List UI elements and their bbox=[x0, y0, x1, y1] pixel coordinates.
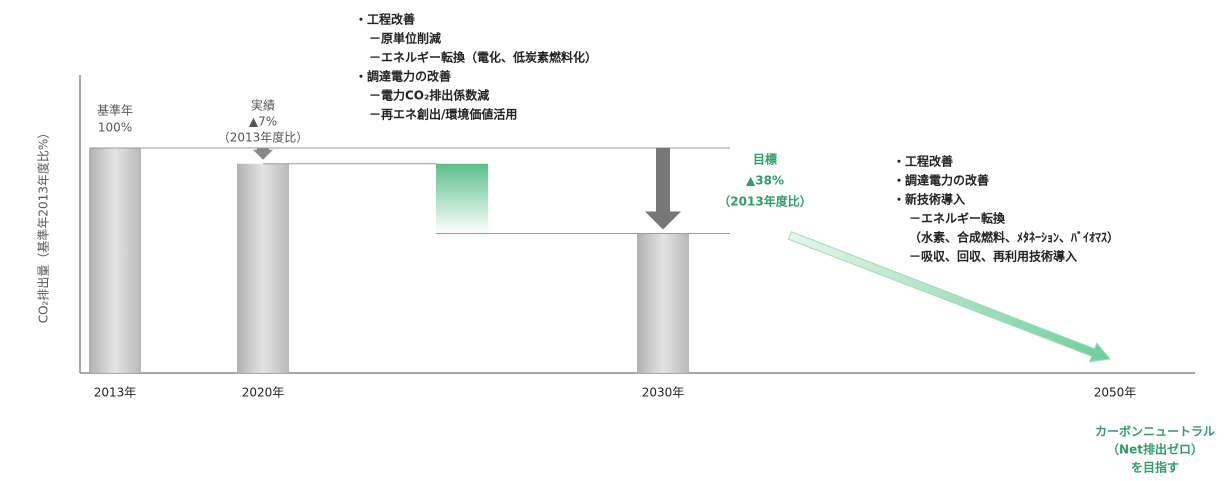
x-tick-label: 2013年 bbox=[94, 386, 137, 400]
y-axis-label: CO₂排出量（基準年2013年度比%） bbox=[36, 127, 51, 324]
annotation: 実績 bbox=[251, 98, 275, 113]
annotation: －電力CO₂排出係数減 bbox=[369, 88, 489, 103]
annotation: ▲38% bbox=[746, 174, 784, 188]
bar bbox=[237, 163, 289, 373]
annotation: －エネルギー転換 bbox=[909, 211, 1006, 226]
annotation: （Net排出ゼロ） bbox=[1107, 442, 1203, 457]
x-tick-label: 2050年 bbox=[1094, 386, 1137, 400]
annotation: －再エネ創出/環境価値活用 bbox=[369, 107, 517, 122]
delta-bar bbox=[436, 163, 488, 234]
annotation: 100% bbox=[98, 121, 132, 135]
annotation: 基準年 bbox=[97, 103, 133, 118]
annotation: ▲7% bbox=[249, 115, 277, 129]
annotation: －吸収、回収、再利用技術導入 bbox=[909, 249, 1077, 264]
annotation: －エネルギー転換（電化、低炭素燃料化） bbox=[369, 50, 597, 65]
x-tick-label: 2020年 bbox=[242, 386, 285, 400]
down-arrow bbox=[253, 148, 273, 160]
annotation: を目指す bbox=[1131, 460, 1179, 475]
annotation: ・工程改善 bbox=[893, 154, 953, 169]
annotation: ・工程改善 bbox=[355, 12, 415, 27]
bar bbox=[637, 233, 689, 373]
x-tick-label: 2030年 bbox=[642, 386, 685, 400]
annotation: （2013年度比） bbox=[718, 194, 811, 209]
annotation: ・調達電力の改善 bbox=[355, 69, 451, 84]
annotation: ・新技術導入 bbox=[893, 192, 965, 207]
down-arrow bbox=[645, 148, 681, 230]
annotation: －原単位削減 bbox=[369, 31, 441, 46]
annotation: （水素、合成燃料、ﾒﾀﾈｰｼｮﾝ、ﾊﾞｲｵﾏｽ） bbox=[909, 230, 1119, 245]
annotation: 目標 bbox=[753, 152, 777, 167]
annotation: カーボンニュートラル bbox=[1095, 424, 1215, 439]
target-arrow bbox=[787, 231, 1111, 363]
annotation: ・調達電力の改善 bbox=[893, 173, 989, 188]
bar bbox=[89, 148, 141, 373]
annotation: （2013年度比） bbox=[218, 130, 309, 145]
